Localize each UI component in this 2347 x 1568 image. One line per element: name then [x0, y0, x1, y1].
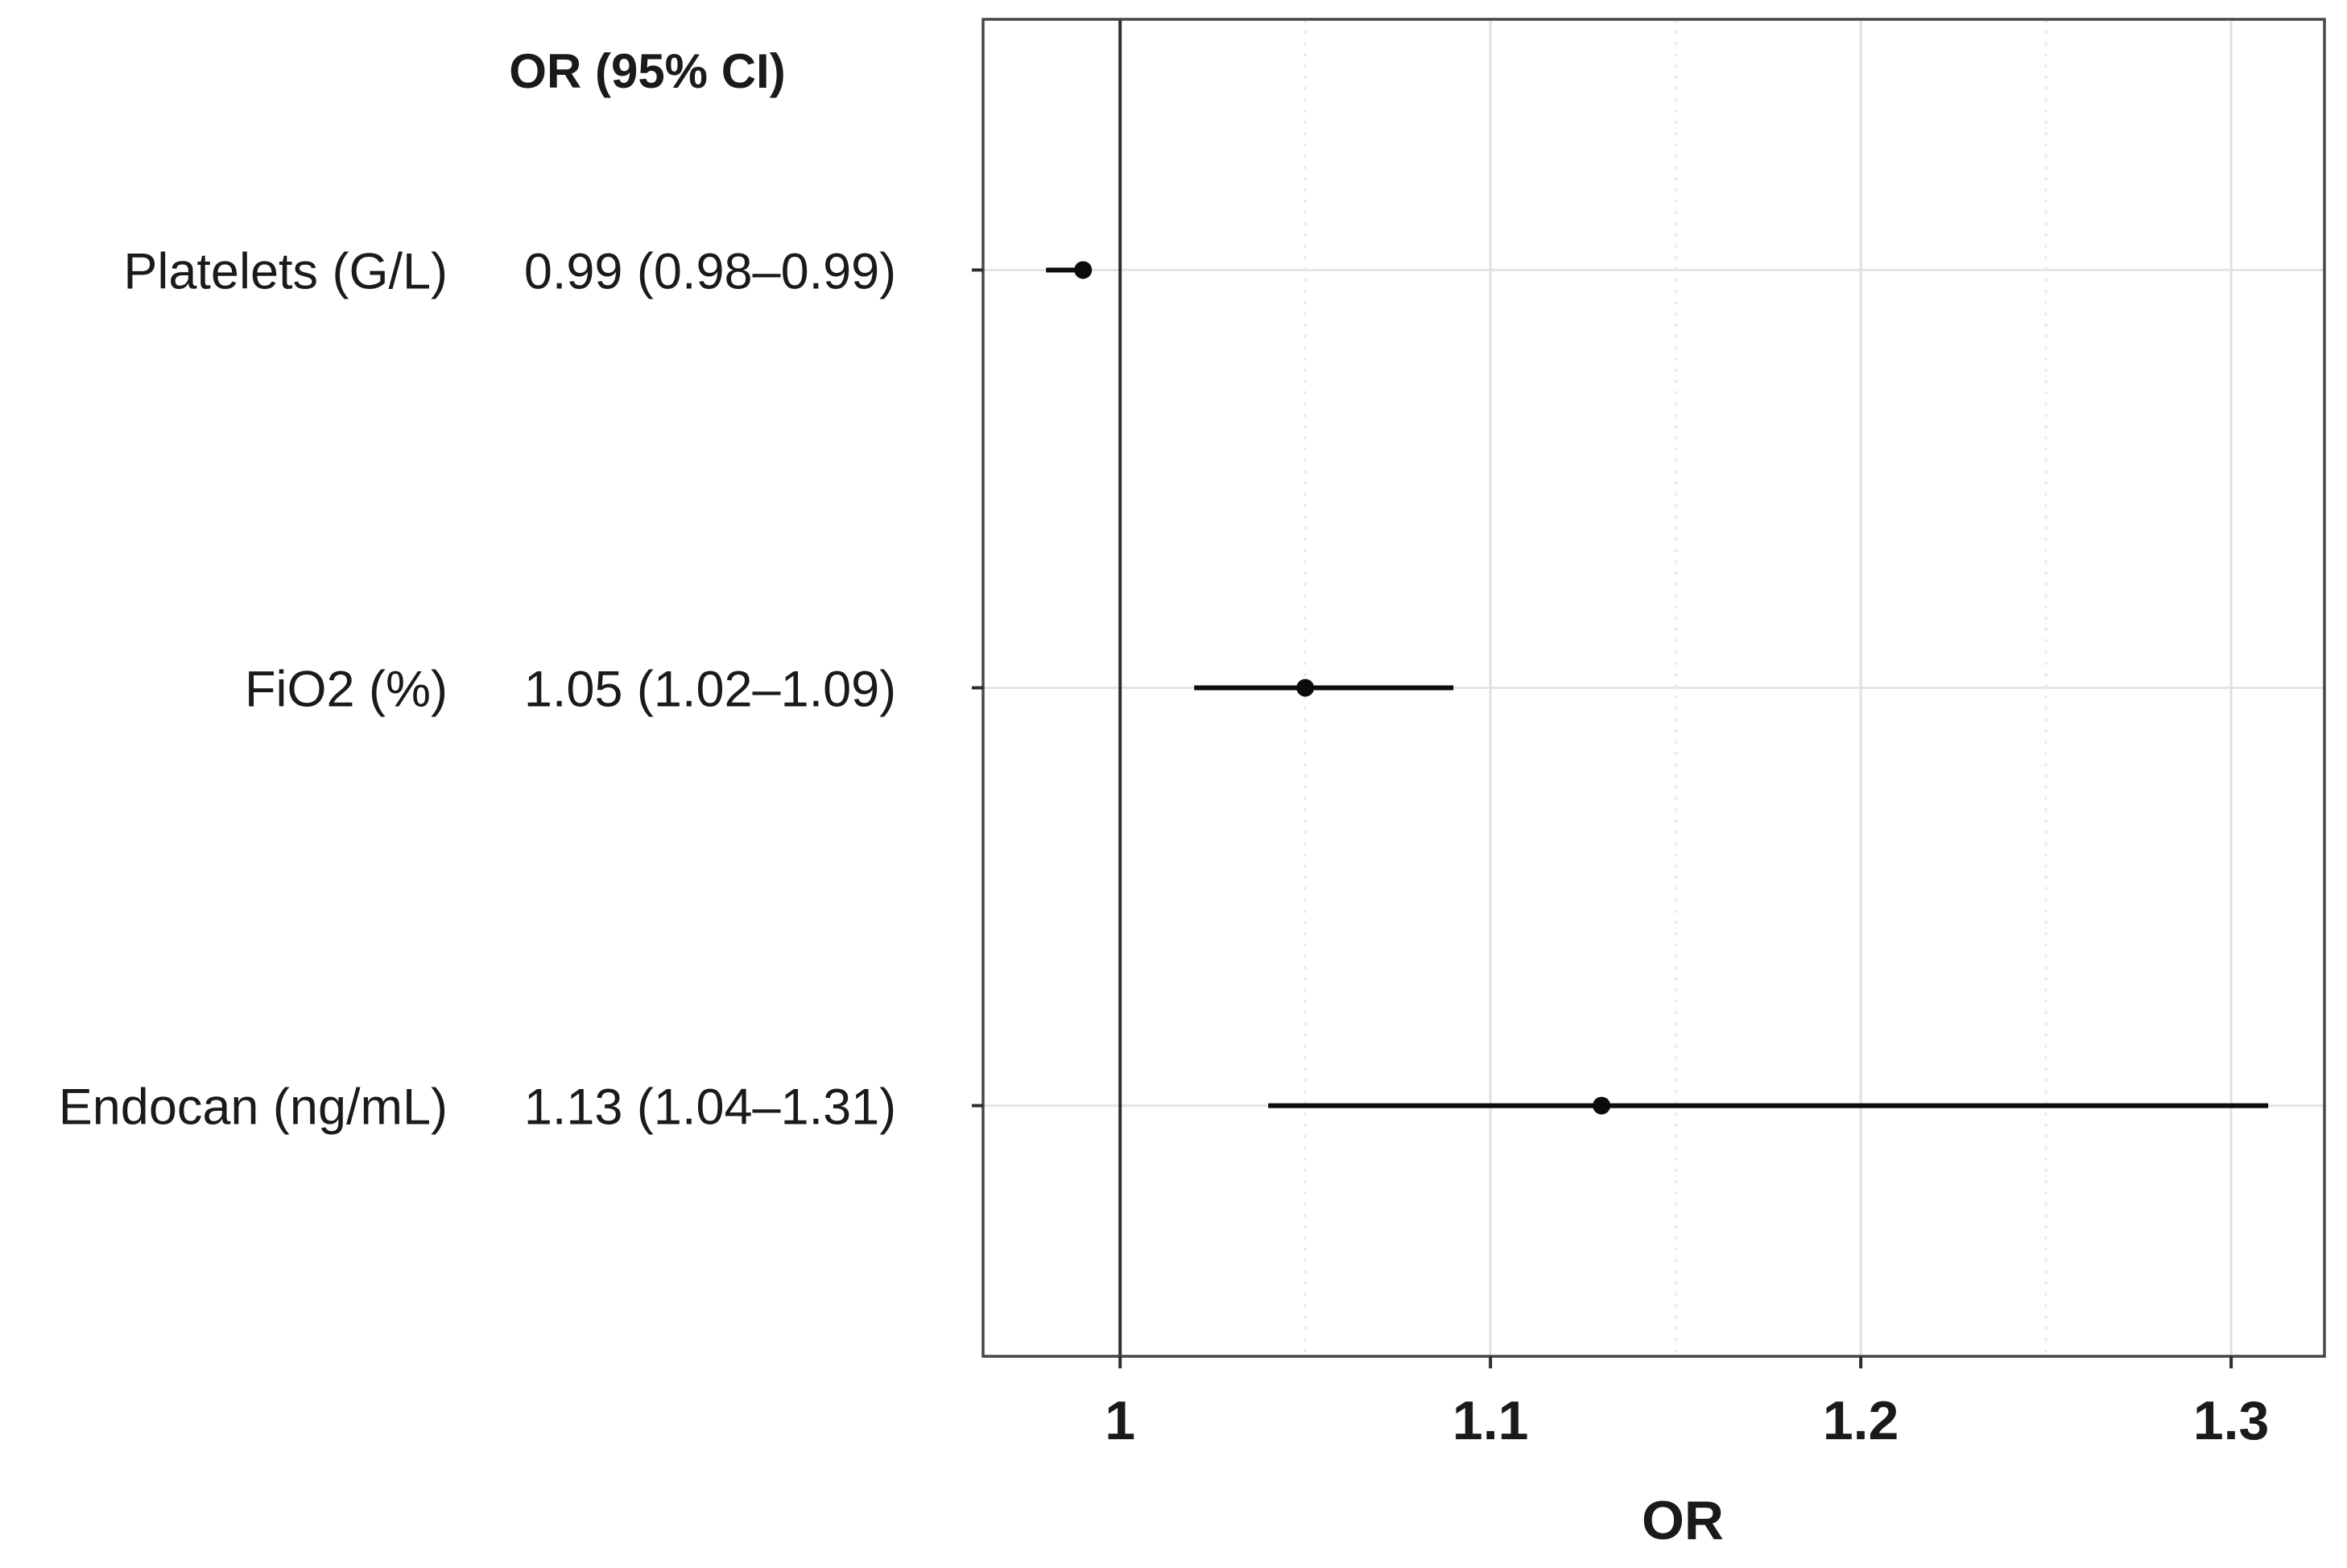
estimate-text: 0.99 (0.98–0.99): [524, 243, 896, 299]
point-estimate-dot: [1074, 261, 1093, 279]
row-label: Endocan (ng/mL): [59, 1079, 448, 1136]
row-label: FiO2 (%): [245, 662, 448, 718]
point-estimate-dot: [1296, 679, 1315, 697]
text-layer: OR (95% CI) OR 1 1.1 1.2 1.3 Platelets (G/L)…: [59, 44, 2270, 1551]
data-layer: [1046, 261, 2269, 1115]
gridlines-layer: [983, 19, 2324, 1356]
x-tick-label: 1.1: [1452, 1390, 1529, 1451]
row-label: Platelets (G/L): [123, 243, 448, 299]
axes-layer: [972, 268, 2233, 1368]
x-tick-label: 1: [1105, 1390, 1135, 1451]
estimate-text: 1.13 (1.04–1.31): [524, 1079, 896, 1136]
column-header: OR (95% CI): [509, 44, 785, 98]
x-tick-label: 1.3: [2193, 1390, 2270, 1451]
point-estimate-dot: [1593, 1096, 1611, 1115]
estimate-text: 1.05 (1.02–1.09): [524, 662, 896, 718]
x-axis-title: OR: [1642, 1490, 1724, 1551]
x-tick-label: 1.2: [1823, 1390, 1899, 1451]
